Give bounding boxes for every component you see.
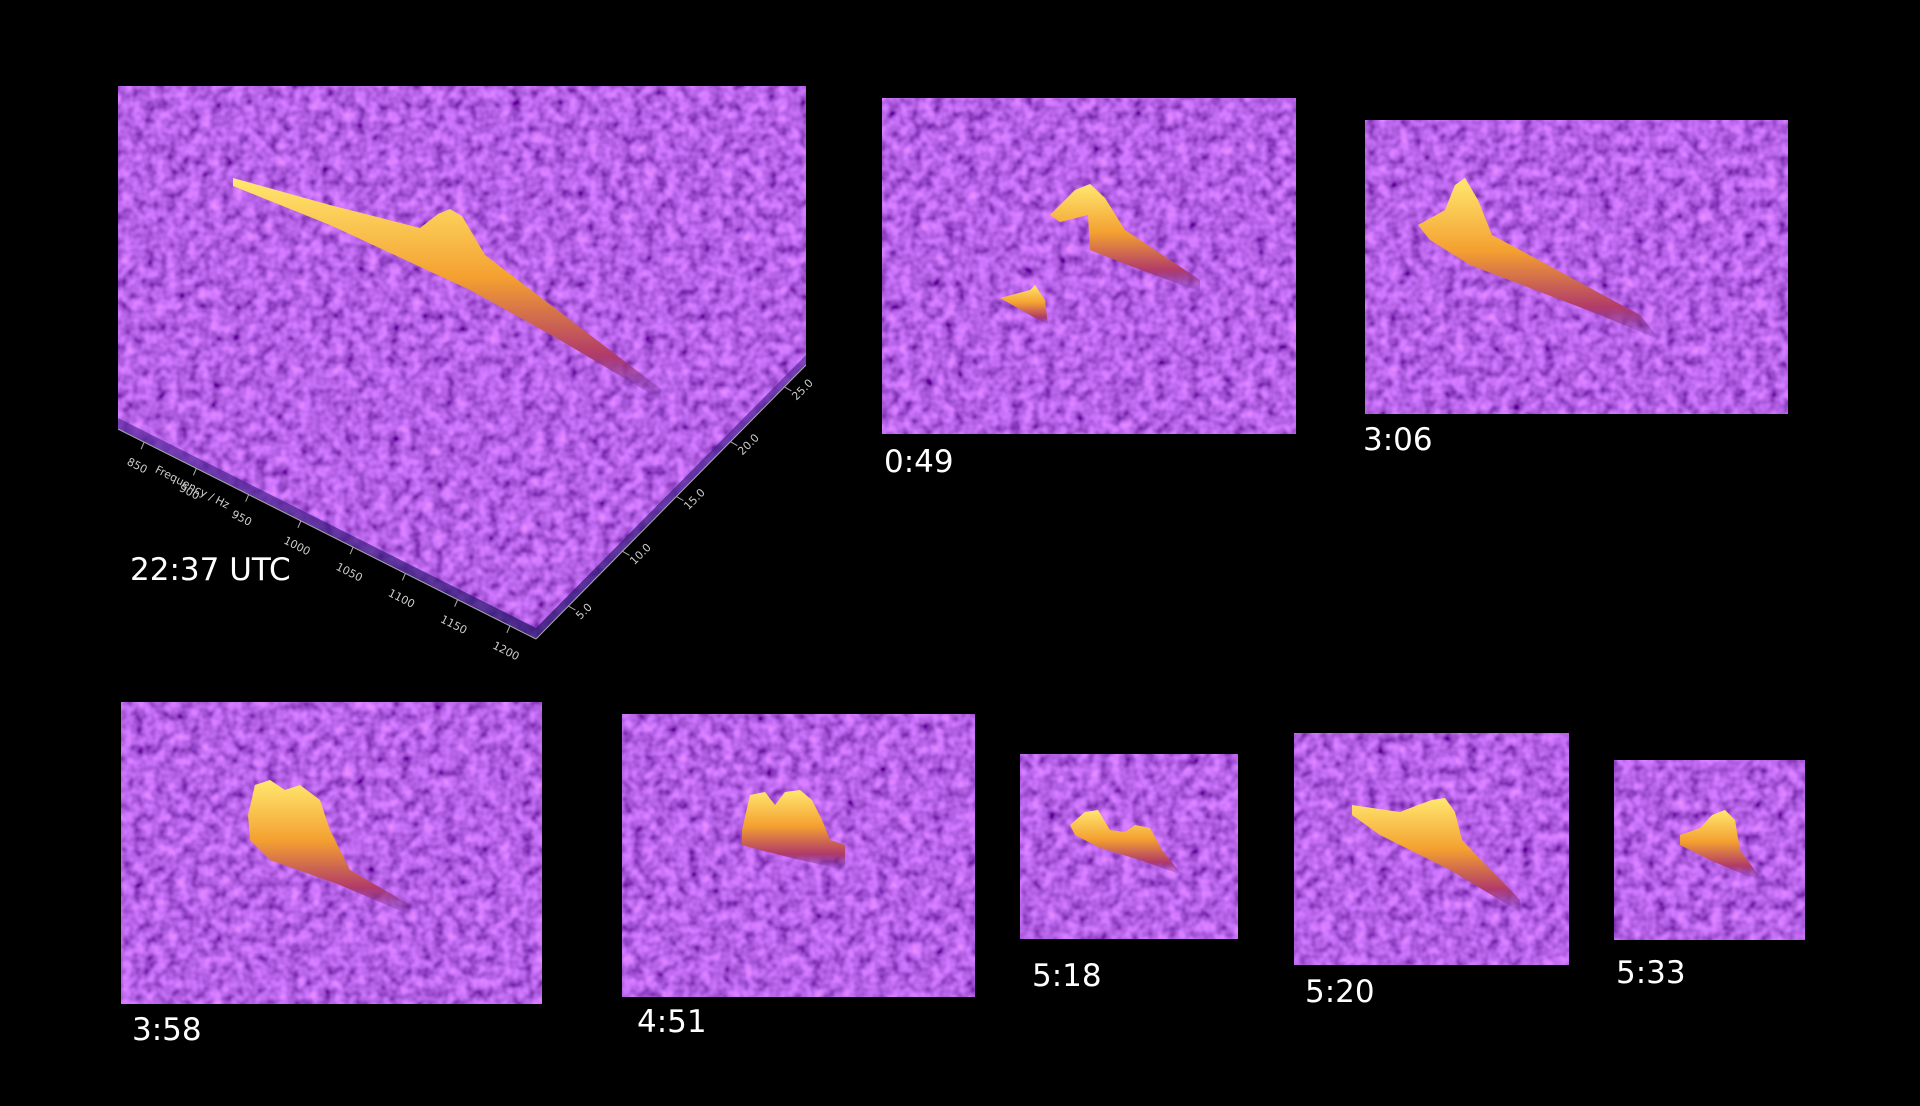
tick-mark [622, 550, 630, 556]
panel-label: 5:18 [1032, 958, 1102, 994]
frequency-axis-line [117, 428, 537, 640]
spectrogram-surface [882, 98, 1296, 434]
panel-label: 5:20 [1305, 974, 1375, 1010]
tick-mark [245, 494, 250, 502]
signal-ridge [1418, 178, 1660, 340]
tick-mark [297, 520, 302, 529]
tick-mark [349, 546, 354, 555]
signal-ridge [1680, 810, 1762, 880]
spectrogram-surface [118, 86, 806, 639]
panel-label: 3:06 [1363, 422, 1433, 458]
tick-mark [506, 625, 511, 634]
tick-mark [140, 441, 145, 450]
panel-label: 3:58 [132, 1012, 202, 1048]
signal-ridge [742, 790, 845, 870]
signal-ridge [1000, 285, 1048, 325]
tick-mark [676, 496, 684, 501]
spectrogram-surface [1365, 120, 1788, 414]
signal-ridge [248, 780, 410, 915]
panel-label: 22:37 UTC [130, 552, 291, 588]
panel: 4:51 [622, 714, 975, 1040]
panel: 5:33 [1614, 760, 1805, 991]
tick-mark [784, 386, 792, 392]
signal-ridge [1050, 184, 1200, 292]
tick-mark [568, 605, 576, 611]
signal-ridge [233, 178, 661, 400]
panel: 0:49 [882, 98, 1296, 480]
tick-mark [454, 599, 459, 607]
tick-mark [401, 573, 406, 581]
signal-ridge [1070, 810, 1182, 875]
panel-label: 5:33 [1616, 955, 1686, 991]
surface-edge [536, 355, 806, 639]
tick-mark [730, 441, 738, 447]
tick-mark [192, 468, 197, 476]
surface-edge [118, 418, 536, 639]
panel-label: 4:51 [637, 1004, 707, 1040]
panel: 5:20 [1294, 733, 1569, 1010]
panel: 3:58 [121, 702, 542, 1048]
panel-label: 0:49 [884, 444, 954, 480]
signal-ridge [1352, 798, 1520, 912]
time-axis-line [535, 364, 807, 640]
panel: 3:06 [1363, 120, 1788, 458]
panel: 5:18 [1020, 754, 1238, 994]
